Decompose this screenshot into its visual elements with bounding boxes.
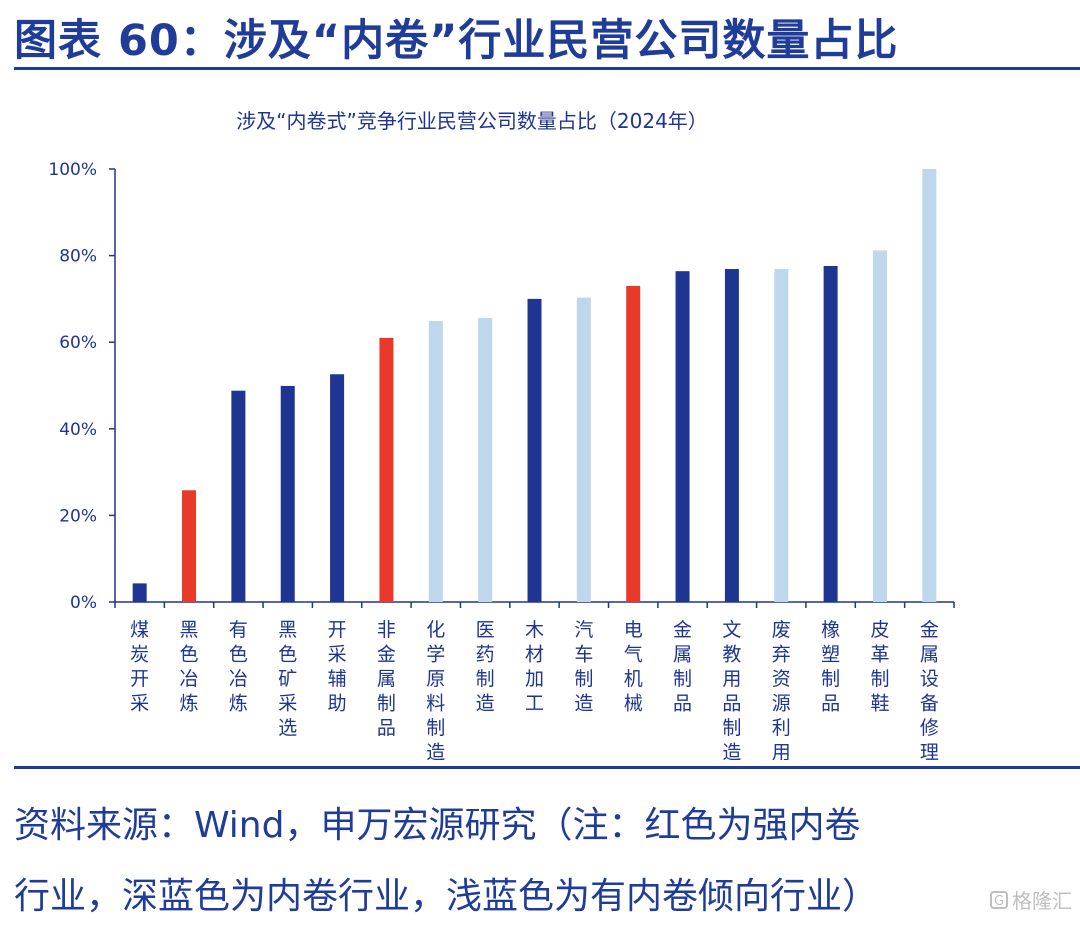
- x-tick-label: 黑色冶炼: [180, 619, 199, 715]
- figure-title: 图表 60：涉及“内卷”行业民营公司数量占比: [14, 16, 899, 66]
- y-tick-label: 0%: [70, 593, 97, 613]
- x-tick-label: 文教用品制造: [722, 619, 741, 760]
- source-footnote: 资料来源：Wind，申万宏源研究（注：红色为强内卷 行业，深蓝色为内卷行业，浅蓝…: [14, 790, 1014, 932]
- x-tick-label: 开采辅助: [328, 619, 347, 715]
- x-tick-label: 电气机械: [624, 619, 643, 715]
- x-tick-label: 医药制造: [476, 619, 495, 715]
- x-tick-label: 木材加工: [525, 619, 544, 715]
- x-tick-label: 橡塑制品: [821, 619, 840, 715]
- bar-6: [379, 337, 394, 602]
- y-tick-label: 20%: [59, 506, 97, 526]
- bar-8: [478, 317, 493, 602]
- x-tick-label: 废弃资源利用: [772, 619, 791, 760]
- x-tick-label: 有色冶炼: [229, 619, 248, 715]
- bar-4: [280, 385, 295, 602]
- bar-16: [872, 250, 887, 603]
- x-tick-label: 金属制品: [673, 619, 692, 715]
- bar-15: [823, 265, 838, 602]
- watermark: G 格隆汇: [990, 885, 1072, 914]
- bar-chart: 涉及“内卷式”竞争行业民营公司数量占比（2024年） 0% 20% 40% 60% 80…: [48, 109, 955, 760]
- y-tick-label: 40%: [59, 420, 97, 440]
- bar-12: [675, 271, 690, 602]
- x-tick-label: 金属设备修理: [920, 619, 939, 760]
- bar-13: [724, 269, 739, 602]
- footnote-line-2: 行业，深蓝色为内卷行业，浅蓝色为有内卷倾向行业）: [14, 876, 879, 917]
- title-divider: [14, 67, 1080, 70]
- y-tick-label: 60%: [59, 333, 97, 353]
- bar-2: [182, 490, 197, 602]
- watermark-text: 格隆汇: [1012, 889, 1072, 913]
- footnote-line-1: 资料来源：Wind，申万宏源研究（注：红色为强内卷: [14, 805, 861, 846]
- bar-7: [428, 320, 443, 602]
- x-tick-label: 汽车制造: [574, 619, 593, 715]
- y-tick-label: 80%: [59, 247, 97, 267]
- x-tick-label: 皮革制鞋: [870, 619, 889, 715]
- gelonghui-logo-icon: G: [990, 890, 1008, 909]
- bar-1: [132, 583, 147, 602]
- bar-5: [330, 374, 345, 602]
- y-tick-label: 100%: [48, 160, 97, 180]
- x-tick-label: 黑色矿采选: [278, 619, 297, 739]
- chart-title: 涉及“内卷式”竞争行业民营公司数量占比（2024年）: [236, 109, 708, 133]
- x-tick-label: 非金属制品: [377, 619, 396, 739]
- bar-11: [626, 285, 641, 602]
- x-tick-label: 煤炭开采: [130, 619, 149, 715]
- x-tick-label: 化学原料制造: [426, 619, 445, 760]
- footnote-divider: [14, 766, 1080, 769]
- bar-17: [922, 169, 937, 602]
- bar-14: [774, 269, 789, 602]
- bar-9: [527, 298, 542, 602]
- bar-10: [576, 297, 591, 602]
- bar-3: [231, 390, 246, 602]
